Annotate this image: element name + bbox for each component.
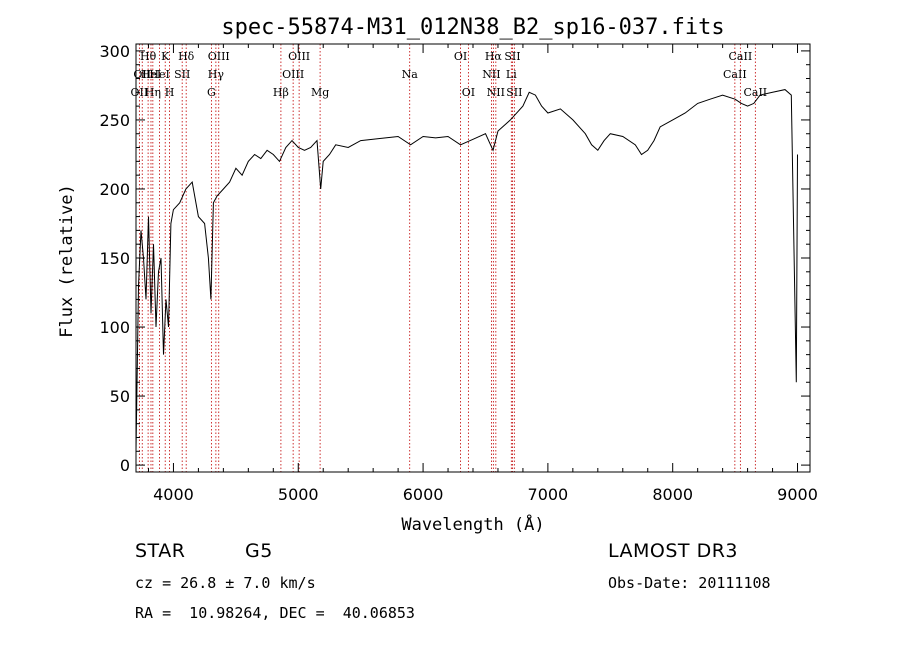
redshift-value: cz = 26.8 ± 7.0 km/s: [135, 574, 316, 592]
line-label: Hδ: [178, 50, 195, 63]
x-tick-label: 7000: [528, 485, 569, 504]
line-label: Hα: [485, 50, 503, 63]
line-label: NII: [482, 68, 500, 81]
y-tick-label: 150: [99, 249, 130, 268]
line-label: G: [207, 86, 216, 99]
line-label: HeI: [141, 68, 161, 81]
x-tick-label: 4000: [153, 485, 194, 504]
chart-title: spec-55874-M31_012N38_B2_sp16-037.fits: [221, 15, 724, 40]
line-labels: OIIOIIHθHeIHηHeIKHSIIHδGHγOIIIHβOIIIOIII…: [131, 50, 768, 99]
line-label: OI: [462, 86, 475, 99]
y-tick-label: 0: [120, 456, 130, 475]
y-tick-label: 200: [99, 180, 130, 199]
line-label: Hη: [145, 86, 161, 99]
line-label: CaII: [729, 50, 753, 63]
line-label: OII: [133, 68, 151, 81]
x-tick-label: 6000: [403, 485, 444, 504]
x-axis-ticks: 4000 5000 6000 7000 8000 9000: [147, 44, 818, 504]
plot-frame: [135, 43, 811, 473]
y-tick-label: 100: [99, 318, 130, 337]
line-label: Mg: [311, 86, 329, 99]
observation-date: Obs-Date: 20111108: [608, 574, 771, 592]
line-label: Li: [506, 68, 517, 81]
line-label: OI: [454, 50, 467, 63]
object-class: STAR: [135, 540, 186, 562]
y-tick-label: 50: [110, 387, 130, 406]
line-label: K: [161, 50, 170, 63]
line-label: NII: [487, 86, 505, 99]
line-label: Hγ: [208, 68, 225, 81]
line-label: Hβ: [273, 86, 289, 99]
x-tick-label: 9000: [777, 485, 818, 504]
survey-name: LAMOST DR3: [608, 540, 738, 562]
line-label: CaII: [723, 68, 747, 81]
spectrum-series: [135, 89, 798, 452]
line-label: OIII: [288, 50, 310, 63]
y-tick-label: 250: [99, 111, 130, 130]
spectrum-line: [135, 89, 798, 452]
y-axis-label: Flux (relative): [57, 184, 77, 338]
line-label: SII: [174, 68, 190, 81]
line-label: OIII: [208, 50, 230, 63]
x-tick-label: 5000: [278, 485, 319, 504]
line-markers: [138, 44, 756, 472]
y-tick-label: 300: [99, 42, 130, 61]
line-label: Na: [402, 68, 419, 81]
coordinates: RA = 10.98264, DEC = 40.06853: [135, 604, 415, 622]
x-axis-label: Wavelength (Å): [401, 513, 544, 535]
y-axis-ticks: 0 50 100 150 200 250 300: [99, 42, 810, 475]
line-label: HeI: [149, 68, 169, 81]
object-subclass: G5: [245, 540, 273, 562]
line-label: Hθ: [140, 50, 157, 63]
line-label: SII: [504, 50, 520, 63]
line-label: CaII: [743, 86, 767, 99]
line-label: H: [165, 86, 175, 99]
line-label: OII: [131, 86, 149, 99]
line-label: SII: [506, 86, 522, 99]
x-tick-label: 8000: [652, 485, 693, 504]
line-label: OIII: [282, 68, 304, 81]
